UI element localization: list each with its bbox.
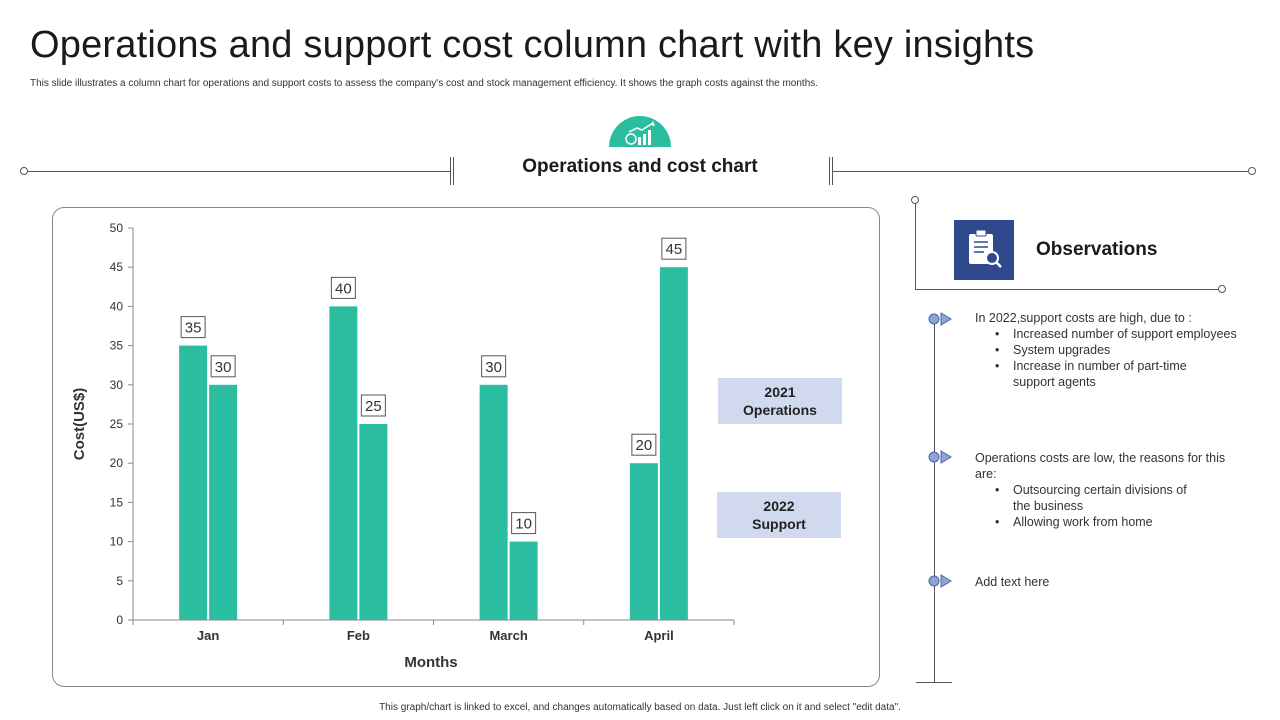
bullet-continuation: support agents bbox=[1013, 375, 1096, 389]
clipboard-magnifier-icon bbox=[954, 220, 1014, 280]
section-divider-left bbox=[28, 171, 451, 172]
legend-label: Operations bbox=[743, 402, 817, 418]
data-label-box bbox=[360, 394, 386, 417]
y-tick-label: 40 bbox=[110, 299, 124, 313]
legend-year: 2021 bbox=[764, 384, 796, 400]
observations-frame-bottom bbox=[915, 289, 1222, 290]
play-arrow-icon bbox=[928, 312, 952, 326]
observation-support-costs: In 2022,support costs are high, due to :… bbox=[975, 310, 1237, 390]
legend-item-2021-operations: 2021 Operations bbox=[718, 378, 842, 424]
frame-endpoint bbox=[911, 196, 919, 204]
data-label: 25 bbox=[365, 398, 382, 415]
bar-series2-april bbox=[659, 267, 688, 620]
observations-frame-left bbox=[915, 200, 916, 290]
data-label: 30 bbox=[215, 359, 232, 376]
y-tick-label: 5 bbox=[116, 574, 123, 588]
bullet-item: Outsourcing certain divisions of bbox=[995, 482, 1225, 498]
data-label: 35 bbox=[185, 320, 202, 337]
y-tick-label: 20 bbox=[110, 456, 124, 470]
bar-series1-march bbox=[479, 384, 508, 620]
play-arrow-icon bbox=[928, 574, 952, 588]
observation-intro: Operations costs are low, the reasons fo… bbox=[975, 451, 1226, 465]
observation-text: Add text here bbox=[975, 575, 1050, 589]
divider-tick bbox=[832, 157, 833, 185]
data-label: 30 bbox=[485, 359, 502, 376]
y-tick-label: 25 bbox=[110, 417, 124, 431]
y-tick-label: 0 bbox=[116, 613, 123, 627]
bar-series1-feb bbox=[329, 306, 358, 620]
bar-series2-march bbox=[509, 541, 538, 620]
x-tick-label: Jan bbox=[197, 628, 219, 643]
section-divider-right bbox=[832, 171, 1248, 172]
chart-section-title: Operations and cost chart bbox=[522, 156, 758, 177]
data-label-box bbox=[631, 433, 657, 456]
legend-label: Support bbox=[752, 516, 806, 532]
y-tick-label: 10 bbox=[110, 535, 124, 549]
x-tick-label: March bbox=[489, 628, 527, 643]
y-tick-label: 45 bbox=[110, 260, 124, 274]
x-tick-label: Feb bbox=[347, 628, 370, 643]
data-label: 40 bbox=[335, 280, 352, 297]
frame-endpoint bbox=[1218, 285, 1226, 293]
timeline-base bbox=[916, 682, 952, 683]
y-tick-label: 30 bbox=[110, 378, 124, 392]
divider-tick bbox=[453, 157, 454, 185]
observation-operations-costs: Operations costs are low, the reasons fo… bbox=[975, 450, 1225, 530]
timeline-line bbox=[934, 316, 935, 682]
divider-tick bbox=[450, 157, 451, 185]
bar-series1-jan bbox=[179, 345, 208, 620]
bar-series2-jan bbox=[209, 384, 238, 620]
observation-intro-cont: are: bbox=[975, 467, 997, 481]
data-label-box bbox=[180, 316, 206, 339]
data-label-box bbox=[481, 355, 507, 378]
cost-column-chart: 0 5 10 15 20 25 30 35 40 45 50 Jan Feb March April Mont… bbox=[71, 221, 735, 671]
y-axis-title: Cost(US$) bbox=[71, 388, 88, 461]
observation-intro: In 2022,support costs are high, due to : bbox=[975, 311, 1192, 325]
data-label: 45 bbox=[666, 241, 683, 258]
bullet-item: Allowing work from home bbox=[995, 514, 1225, 530]
bar-series2-feb bbox=[359, 424, 388, 620]
legend-item-2022-support: 2022 Support bbox=[717, 492, 841, 538]
divider-endpoint-right bbox=[1248, 167, 1256, 175]
observation-bullets: Increased number of support employees Sy… bbox=[975, 326, 1237, 390]
money-growth-chart-icon bbox=[609, 116, 671, 147]
divider-tick bbox=[829, 157, 830, 185]
y-tick-label: 35 bbox=[110, 339, 124, 353]
y-tick-label: 50 bbox=[110, 221, 124, 235]
data-label-box bbox=[210, 355, 236, 378]
data-label-box bbox=[661, 237, 687, 260]
divider-endpoint-left bbox=[20, 167, 28, 175]
bullet-item: Increased number of support employees bbox=[995, 326, 1237, 342]
bullet-item: Increase in number of part-time bbox=[995, 358, 1237, 374]
observation-bullets: Outsourcing certain divisions of the bus… bbox=[975, 482, 1225, 530]
bar-series1-april bbox=[629, 463, 658, 620]
page-subtitle: This slide illustrates a column chart fo… bbox=[30, 78, 819, 89]
page-title: Operations and support cost column chart… bbox=[30, 24, 1035, 66]
x-axis-title: Months bbox=[404, 654, 457, 671]
play-arrow-icon bbox=[928, 450, 952, 464]
bullet-item: System upgrades bbox=[995, 342, 1237, 358]
data-label-box bbox=[511, 512, 537, 535]
data-label-box bbox=[330, 276, 356, 299]
bullet-continuation: the business bbox=[1013, 499, 1084, 513]
data-label: 10 bbox=[515, 516, 532, 533]
x-tick-label: April bbox=[644, 628, 674, 643]
y-tick-label: 15 bbox=[110, 495, 124, 509]
chart-panel: 0 5 10 15 20 25 30 35 40 45 50 Jan Feb March April Mont… bbox=[52, 207, 880, 687]
data-label: 20 bbox=[636, 437, 653, 454]
footer-note: This graph/chart is linked to excel, and… bbox=[379, 702, 901, 713]
observation-placeholder: Add text here bbox=[975, 574, 1049, 590]
legend-year: 2022 bbox=[763, 498, 795, 514]
observations-title: Observations bbox=[1036, 239, 1158, 260]
